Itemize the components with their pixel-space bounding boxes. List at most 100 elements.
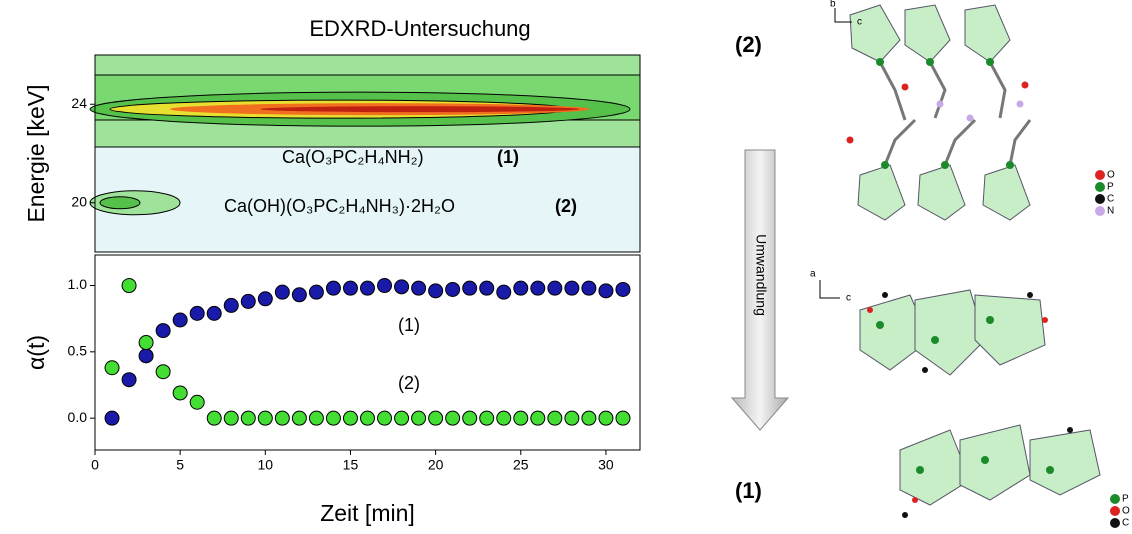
data-point (291, 410, 307, 426)
data-point (291, 287, 307, 303)
data-point (360, 410, 375, 426)
data-point (138, 348, 154, 364)
data-point (547, 410, 563, 426)
data-point (308, 410, 324, 426)
axis-letter: c (857, 17, 862, 28)
data-point (155, 364, 171, 380)
series-label: (2) (398, 373, 420, 393)
data-point (121, 372, 137, 388)
data-point (121, 278, 137, 294)
data-point (138, 335, 154, 351)
y-tick-label: 24 (71, 95, 87, 111)
data-point (240, 293, 256, 309)
data-point (172, 312, 188, 328)
data-point (257, 410, 273, 426)
bottom-legend: P O C (1110, 494, 1130, 529)
y-tick-label: 20 (71, 193, 87, 209)
axis-letter: b (830, 0, 836, 10)
axis-letter: a (810, 269, 816, 280)
y-axis-label: α(t) (23, 335, 49, 370)
structure-diagram: (2) (1) Umwandlung (730, 0, 1130, 529)
data-point (428, 410, 444, 426)
data-point (342, 410, 358, 426)
annotation: Ca(O₃PC₂H₄NH₂) (282, 147, 424, 167)
y-tick-label: 0.0 (68, 409, 88, 425)
annotation: (2) (555, 196, 577, 216)
data-point (496, 284, 512, 300)
legend-label: C (1122, 518, 1129, 529)
legend-label: P (1122, 494, 1129, 505)
data-point (377, 410, 393, 426)
data-point (223, 297, 239, 313)
data-point (325, 280, 341, 296)
data-point (581, 410, 597, 426)
chart-title: EDXRD-Untersuchung (309, 16, 530, 41)
arrow-label: Umwandlung (753, 234, 769, 316)
data-point (411, 280, 427, 296)
data-point (189, 394, 205, 410)
compound-label: (2) (735, 32, 762, 57)
y-tick-label: 0.5 (68, 343, 88, 359)
x-tick-label: 25 (513, 457, 529, 473)
data-point (274, 410, 290, 426)
top-legend: O P C N (1095, 170, 1115, 217)
x-tick-label: 20 (428, 457, 444, 473)
legend-label: O (1107, 170, 1115, 181)
legend-label: P (1107, 182, 1114, 193)
transformation-arrow (730, 149, 790, 431)
data-point (155, 323, 171, 339)
data-point (428, 283, 444, 299)
data-point (496, 410, 512, 426)
data-point (581, 280, 597, 296)
data-point (479, 280, 495, 296)
data-point (189, 305, 205, 321)
contour-level (99, 196, 141, 210)
data-point (223, 410, 239, 426)
data-point (240, 410, 256, 426)
legend-label: C (1107, 194, 1114, 205)
data-point (445, 281, 461, 297)
data-point (513, 410, 529, 426)
y-tick-label: 1.0 (68, 276, 88, 292)
data-point (394, 279, 410, 295)
x-tick-label: 5 (176, 457, 184, 473)
data-point (462, 280, 478, 296)
x-axis-label: Zeit [min] (320, 500, 415, 526)
data-point (274, 284, 290, 300)
data-point (308, 284, 324, 300)
y-axis-label: Energie [keV] (23, 84, 49, 222)
contour-level (260, 106, 580, 113)
legend-label: O (1122, 506, 1130, 517)
series-label: (1) (398, 315, 420, 335)
data-point (598, 283, 614, 299)
data-point (547, 280, 563, 296)
x-tick-label: 15 (343, 457, 359, 473)
legend-label: N (1107, 206, 1114, 217)
data-point (206, 410, 222, 426)
compound-label: (1) (735, 478, 762, 503)
data-point (257, 291, 273, 307)
data-point (377, 278, 393, 294)
axis-letter: c (846, 293, 851, 304)
x-tick-label: 0 (91, 457, 99, 473)
data-point (513, 280, 529, 296)
plot-frame (94, 54, 641, 253)
data-point (615, 281, 631, 297)
data-point (206, 305, 222, 321)
data-point (172, 385, 188, 401)
x-tick-label: 10 (258, 457, 274, 473)
data-point (615, 410, 631, 426)
data-point (598, 410, 614, 426)
data-point (342, 280, 358, 296)
annotation: (1) (497, 147, 519, 167)
data-point (411, 410, 427, 426)
data-point (564, 410, 580, 426)
data-point (104, 410, 120, 426)
data-point (325, 410, 341, 426)
data-point (530, 410, 546, 426)
x-tick-label: 30 (598, 457, 614, 473)
data-point (530, 280, 546, 296)
data-point (360, 280, 375, 296)
data-point (394, 410, 410, 426)
